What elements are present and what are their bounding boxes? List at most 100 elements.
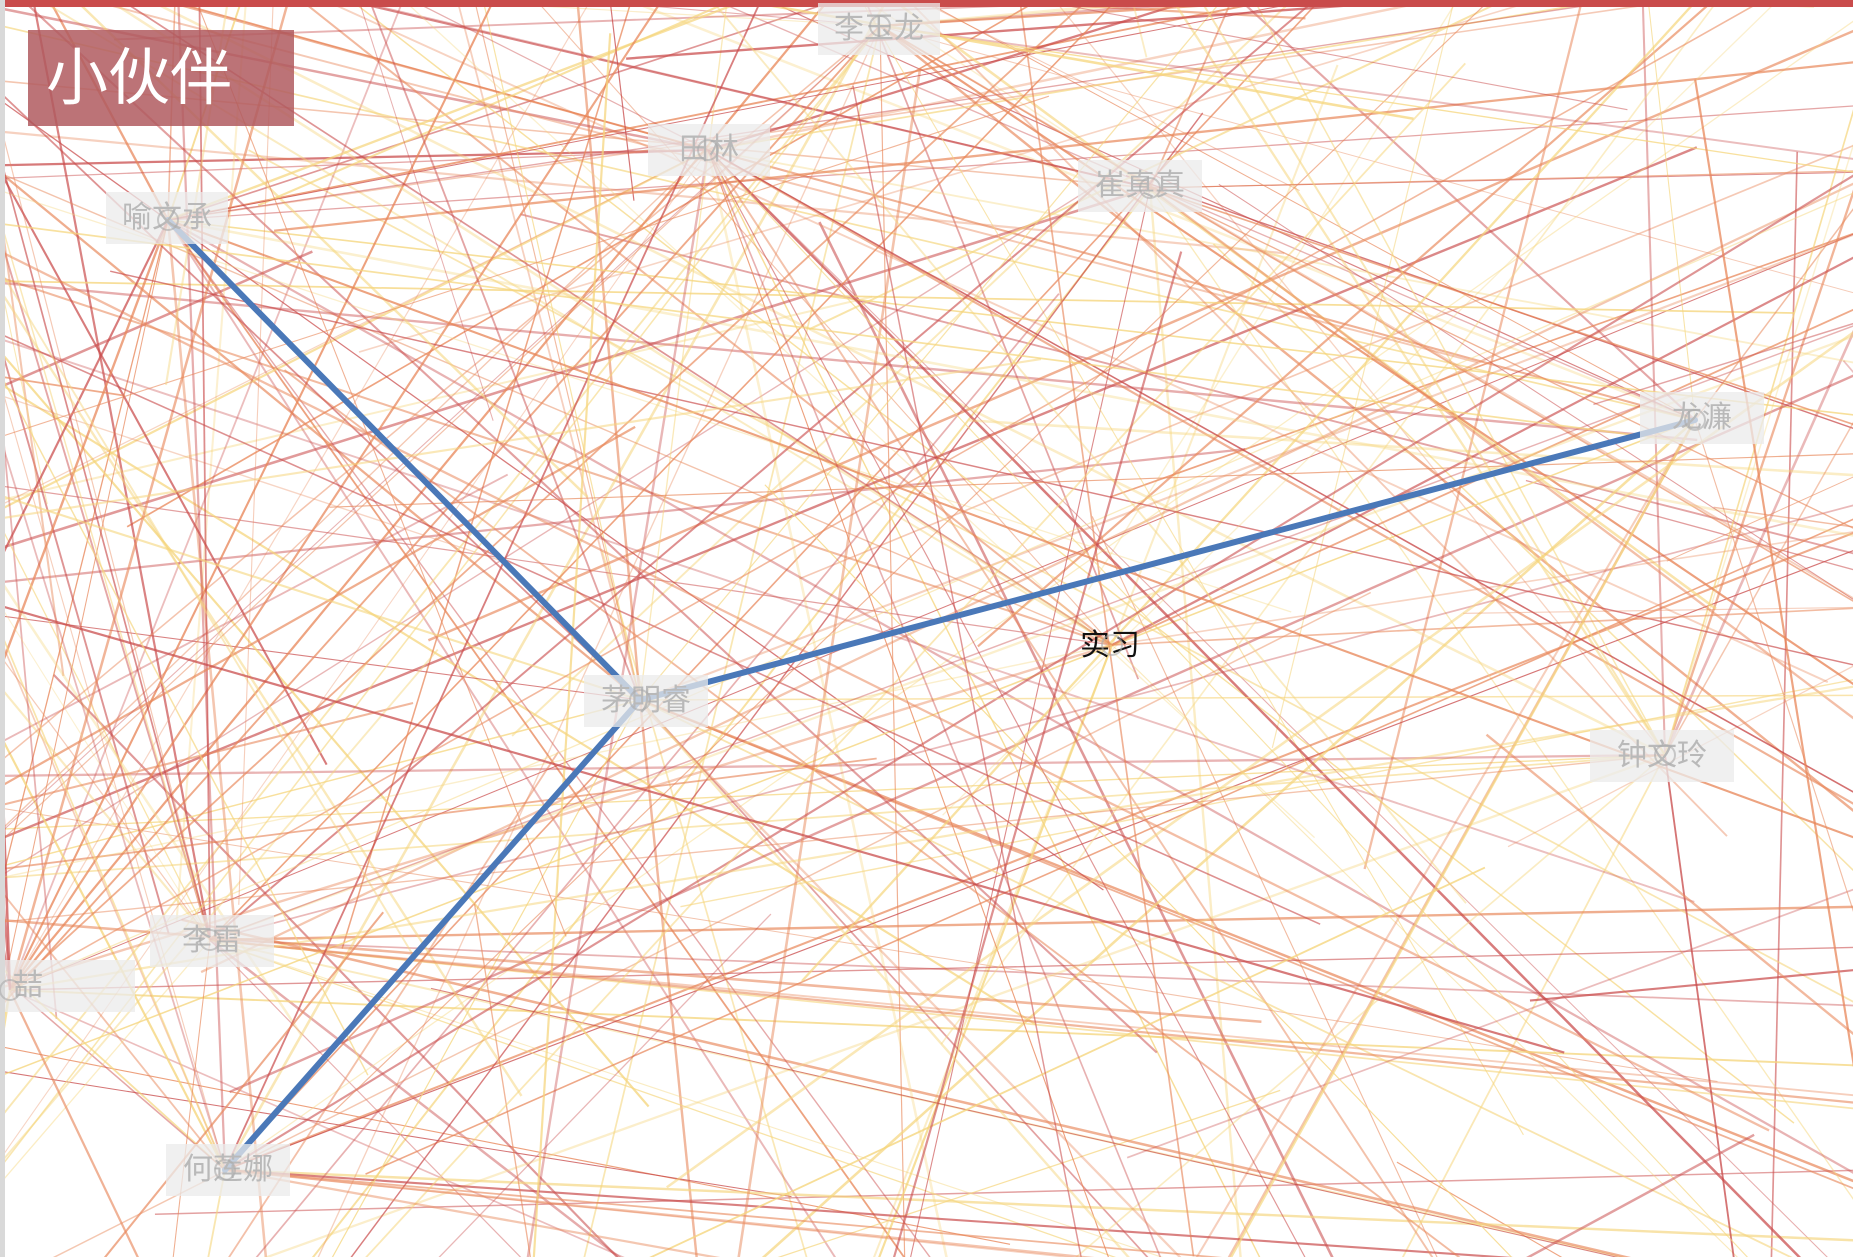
node-li-yulong[interactable]: 李玉龙 — [818, 3, 940, 55]
edge — [0, 522, 211, 941]
edge — [878, 644, 1114, 1257]
node-mao-mingrui[interactable]: 茅明睿 — [584, 675, 708, 727]
edge — [299, 0, 1113, 646]
edge — [224, 1168, 1514, 1257]
edge — [1664, 754, 1735, 1257]
edge — [167, 219, 931, 1257]
edge — [365, 62, 1466, 1257]
edge — [0, 202, 65, 677]
edge — [0, 349, 650, 1108]
edge — [9, 989, 625, 1257]
edge — [0, 332, 1321, 925]
edge — [707, 149, 1162, 1257]
edge — [1363, 0, 1584, 870]
edge — [1199, 0, 1666, 756]
edge — [1666, 476, 1853, 562]
edge — [209, 325, 1853, 941]
node-shixi[interactable]: 实习 — [1080, 628, 1140, 663]
edge — [879, 25, 1853, 602]
edge — [0, 989, 11, 1040]
edge — [0, 222, 1685, 443]
edge — [0, 644, 1113, 879]
edge — [649, 866, 1486, 1257]
edge — [224, 1168, 1853, 1242]
edge — [0, 677, 12, 991]
highlight-edge-mao-he — [222, 697, 643, 1173]
edge — [8, 0, 290, 991]
edge — [942, 0, 1779, 816]
node-zhong-wenling[interactable]: 钟文玲 — [1590, 730, 1734, 782]
edge — [0, 448, 1246, 584]
edge — [167, 105, 1853, 221]
edge — [638, 699, 698, 1257]
edge — [167, 219, 1853, 416]
edge — [0, 148, 709, 167]
edge — [532, 33, 612, 1257]
graph-title[interactable]: 小伙伴 — [28, 30, 294, 126]
edge — [0, 1046, 1011, 1245]
edge — [126, 0, 1041, 528]
edge — [0, 839, 12, 991]
edge — [9, 0, 405, 991]
edge — [9, 192, 1853, 991]
edge — [0, 419, 1696, 1077]
edge — [0, 219, 169, 1006]
edge — [1664, 143, 1853, 756]
edge — [21, 0, 1158, 1054]
edge — [209, 0, 1317, 941]
node-yu-wencheng[interactable]: 喻文承 — [106, 192, 228, 244]
edge — [764, 484, 1513, 1257]
edge — [1111, 644, 1738, 1257]
edge — [473, 0, 641, 701]
node-long-lian[interactable]: 龙濂 — [1640, 392, 1764, 444]
edge — [167, 218, 1853, 537]
edge — [103, 911, 385, 1257]
edge — [1148, 187, 1242, 1257]
edge — [9, 0, 1766, 991]
edge — [0, 219, 169, 563]
edge — [0, 654, 211, 941]
node-jie[interactable]: 喆 — [5, 960, 135, 1012]
edge — [9, 0, 1089, 991]
edge — [707, 149, 1261, 1257]
node-tian-lin[interactable]: 田林 — [648, 124, 770, 176]
edge — [0, 699, 641, 868]
edge — [0, 340, 170, 934]
edge — [1593, 322, 1853, 406]
edge — [0, 152, 211, 941]
edge — [157, 0, 1696, 422]
edge — [9, 233, 1853, 991]
edge — [948, 0, 1306, 20]
edge — [1229, 419, 1697, 1257]
edge — [209, 939, 1853, 1007]
node-li-lei[interactable]: 李雷 — [150, 915, 274, 967]
edge — [1111, 607, 1853, 646]
edge — [639, 699, 1149, 1257]
edge — [0, 888, 226, 1171]
node-cui-zhenzhen[interactable]: 崔真真 — [1078, 160, 1202, 212]
edge — [0, 91, 641, 701]
edge — [1664, 109, 1853, 756]
edge — [808, 0, 1507, 331]
edge — [879, 25, 1853, 812]
edge — [0, 433, 226, 1171]
edge — [520, 213, 1853, 555]
edge — [906, 0, 1728, 837]
edge — [0, 485, 1113, 646]
edge — [209, 0, 1118, 941]
edge — [1149, 187, 1853, 720]
edge — [198, 0, 211, 941]
edge — [706, 149, 948, 1257]
edge — [1770, 151, 1799, 1257]
node-he-lianna[interactable]: 何莲娜 — [166, 1144, 290, 1196]
edge — [801, 0, 1699, 982]
edge — [9, 946, 1853, 991]
highlight-edge-mao-yu — [165, 217, 643, 703]
edge — [0, 186, 1151, 550]
edge — [333, 0, 1491, 1112]
edge — [224, 0, 763, 1171]
edge — [482, 0, 641, 701]
edge — [626, 0, 1439, 60]
